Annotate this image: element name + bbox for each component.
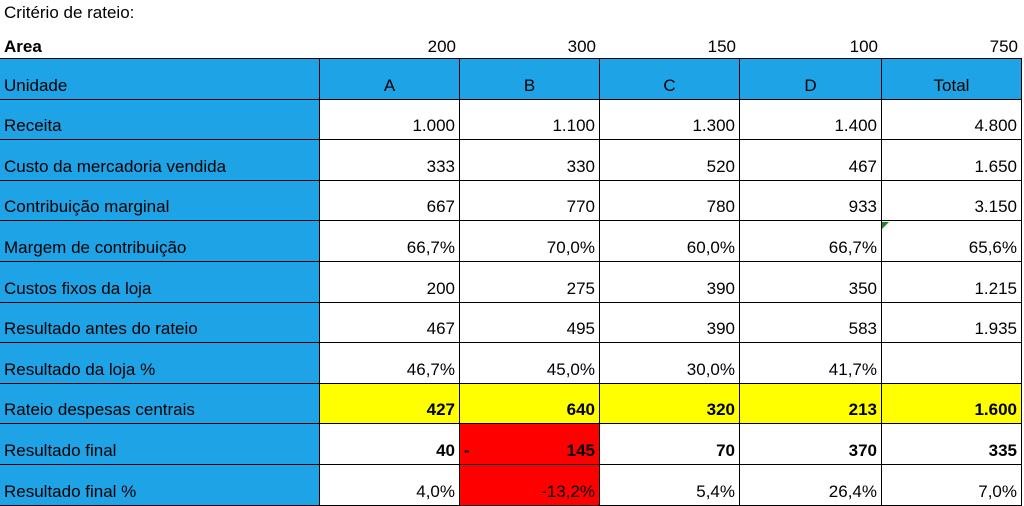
column-header: Total [882,59,1022,100]
column-header: A [320,59,460,100]
value-cell: 933 [740,180,882,222]
row-label: Margem de contribuição [0,221,320,262]
area-label: Area [4,37,42,56]
value-cell: 60,0% [600,221,740,262]
row-label: Contribuição marginal [0,180,320,222]
value-cell: 520 [600,140,740,181]
area-value: 750 [989,37,1018,56]
value-cell: 65,6% [882,221,1022,262]
value-cell: 390 [600,302,740,344]
value-cell: 335 [882,424,1022,465]
column-header: Unidade [0,59,320,100]
value-cell: 40 [320,424,460,465]
value-cell: 320 [600,383,740,425]
value-cell: 467 [740,140,882,181]
value-cell: 7,0% [882,465,1022,506]
value-cell: 467 [320,302,460,344]
value-cell: 1.100 [460,99,600,141]
value-cell: 200 [320,262,460,303]
value-cell: 1.000 [320,99,460,141]
row-label: Resultado final % [0,465,320,506]
value-cell: 5,4% [600,465,740,506]
value-cell: 66,7% [320,221,460,262]
row-label: Receita [0,99,320,141]
row-label: Rateio despesas centrais [0,383,320,425]
value-cell: 427 [320,383,460,425]
column-header: C [600,59,740,100]
value-cell: 1.300 [600,99,740,141]
value-cell: 1.215 [882,262,1022,303]
value-cell: 26,4% [740,465,882,506]
value-cell: 667 [320,180,460,222]
value-cell: 70,0% [460,221,600,262]
area-value: 300 [567,37,596,56]
value-cell: 780 [600,180,740,222]
area-value: 100 [849,37,878,56]
value-cell: 1.650 [882,140,1022,181]
row-label: Resultado da loja % [0,343,320,384]
value-cell: 4.800 [882,99,1022,141]
column-header: B [460,59,600,100]
value-cell: 275 [460,262,600,303]
value-cell: 390 [600,262,740,303]
value-cell: 770 [460,180,600,222]
cell-comment-marker [882,222,889,229]
value-cell: 1.400 [740,99,882,141]
value-cell: 3.150 [882,180,1022,222]
value-cell: 70 [600,424,740,465]
value-cell: 66,7% [740,221,882,262]
row-label: Resultado antes do rateio [0,302,320,344]
value-cell: 350 [740,262,882,303]
value-text: 145 [566,440,595,460]
value-cell: 213 [740,383,882,425]
value-cell: 333 [320,140,460,181]
value-cell: -13,2% [460,465,600,506]
title: Critério de rateio: [4,3,135,22]
value-cell: 4,0% [320,465,460,506]
row-label: Custos fixos da loja [0,262,320,303]
column-header: D [740,59,882,100]
area-value: 150 [707,37,736,56]
value-cell: 1.935 [882,302,1022,344]
value-cell: 30,0% [600,343,740,384]
area-value: 200 [427,37,456,56]
value-cell: 640 [460,383,600,425]
value-cell: 45,0% [460,343,600,384]
value-cell: 46,7% [320,343,460,384]
value-cell: 583 [740,302,882,344]
value-cell: 370 [740,424,882,465]
value-cell: 495 [460,302,600,344]
value-cell: 330 [460,140,600,181]
row-label: Resultado final [0,424,320,465]
row-label: Custo da mercadoria vendida [0,140,320,181]
value-cell: 41,7% [740,343,882,384]
negative-sign: - [464,440,470,460]
value-cell: 1.600 [882,383,1022,425]
value-cell: - 145 [460,424,600,465]
table-border [0,58,1022,59]
empty-cell [882,343,1022,384]
